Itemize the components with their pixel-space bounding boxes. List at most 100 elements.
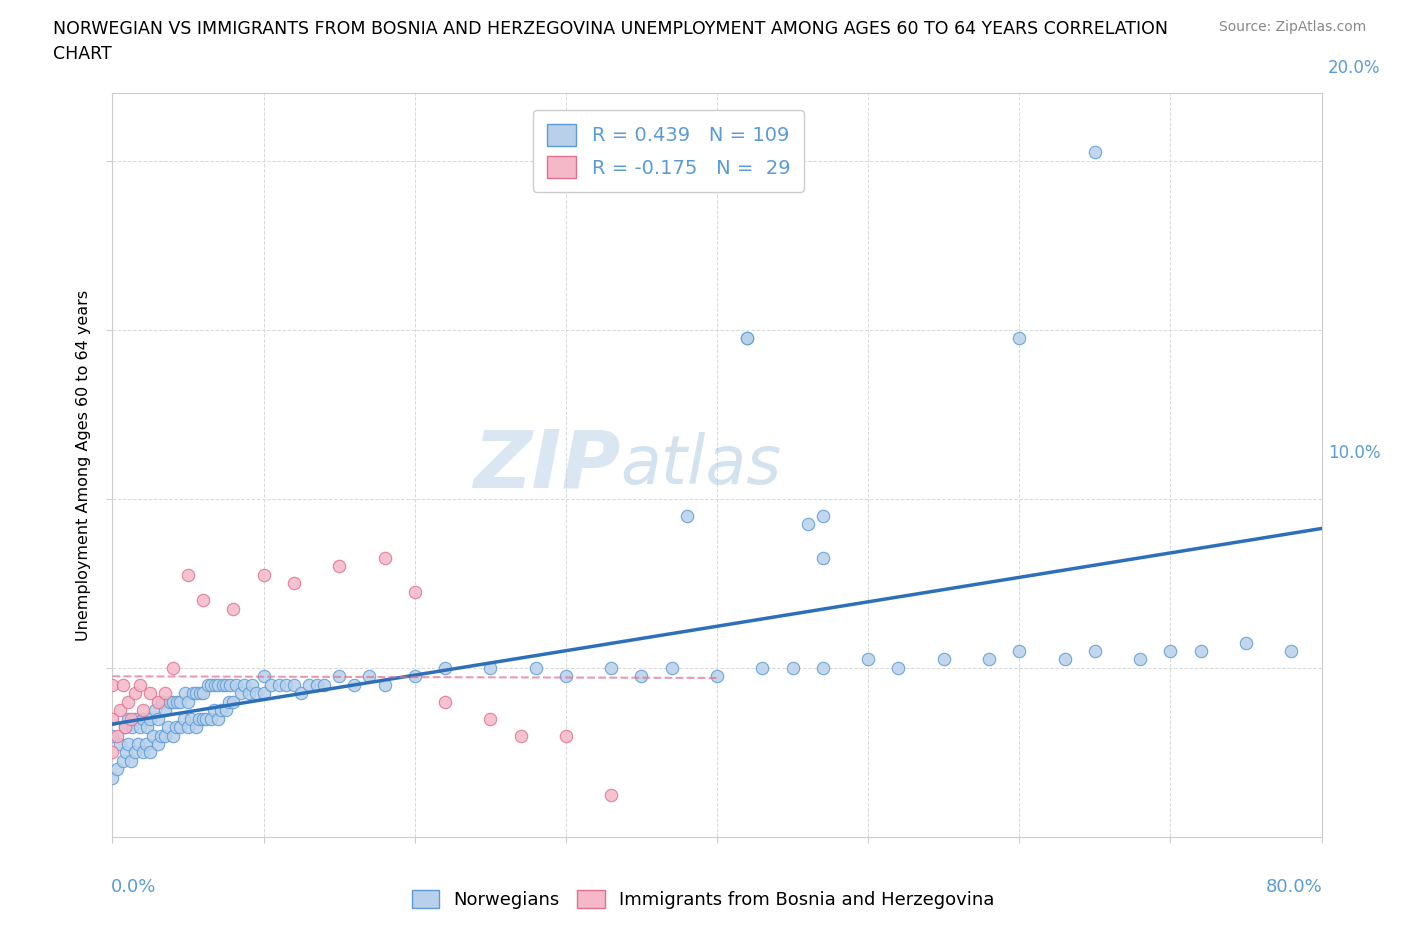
- Point: [146, 711, 169, 726]
- Point: [328, 559, 350, 574]
- Point: [101, 677, 124, 692]
- Point: [165, 720, 187, 735]
- Point: [509, 728, 531, 743]
- Point: [1084, 644, 1107, 658]
- Point: [155, 728, 177, 743]
- Point: [374, 677, 396, 692]
- Point: [675, 509, 697, 524]
- Point: [157, 720, 180, 735]
- Point: [200, 677, 222, 692]
- Point: [1008, 644, 1031, 658]
- Point: [554, 669, 576, 684]
- Point: [209, 703, 232, 718]
- Point: [101, 770, 124, 785]
- Point: [105, 762, 128, 777]
- Point: [139, 711, 162, 726]
- Point: [200, 711, 222, 726]
- Point: [191, 685, 214, 700]
- Point: [260, 677, 283, 692]
- Point: [117, 737, 139, 751]
- Point: [142, 728, 165, 743]
- Point: [661, 660, 683, 675]
- Point: [887, 660, 910, 675]
- Point: [143, 703, 166, 718]
- Text: ZIP: ZIP: [472, 426, 620, 504]
- Point: [1234, 635, 1257, 650]
- Point: [1159, 644, 1181, 658]
- Point: [737, 331, 759, 346]
- Point: [267, 677, 290, 692]
- Point: [105, 728, 128, 743]
- Point: [404, 669, 426, 684]
- Point: [782, 660, 804, 675]
- Point: [112, 753, 135, 768]
- Point: [706, 669, 728, 684]
- Point: [238, 685, 260, 700]
- Point: [120, 753, 142, 768]
- Point: [155, 703, 177, 718]
- Point: [127, 737, 149, 751]
- Point: [150, 695, 173, 710]
- Point: [174, 685, 197, 700]
- Point: [343, 677, 366, 692]
- Point: [149, 728, 172, 743]
- Point: [207, 711, 229, 726]
- Point: [218, 695, 240, 710]
- Point: [177, 720, 200, 735]
- Point: [162, 660, 184, 675]
- Point: [222, 602, 245, 617]
- Point: [124, 711, 146, 726]
- Point: [328, 669, 350, 684]
- Text: atlas: atlas: [620, 432, 782, 498]
- Point: [180, 711, 202, 726]
- Point: [856, 652, 880, 667]
- Point: [253, 669, 276, 684]
- Point: [600, 788, 623, 803]
- Point: [751, 660, 773, 675]
- Y-axis label: Unemployment Among Ages 60 to 64 years: Unemployment Among Ages 60 to 64 years: [76, 289, 91, 641]
- Point: [305, 677, 328, 692]
- Point: [159, 695, 181, 710]
- Legend: R = 0.439   N = 109, R = -0.175   N =  29: R = 0.439 N = 109, R = -0.175 N = 29: [533, 110, 804, 192]
- Point: [219, 677, 242, 692]
- Text: 80.0%: 80.0%: [1265, 878, 1323, 896]
- Point: [233, 677, 256, 692]
- Point: [191, 711, 214, 726]
- Text: 20.0%: 20.0%: [1327, 60, 1381, 77]
- Point: [132, 703, 155, 718]
- Point: [600, 660, 623, 675]
- Point: [166, 695, 188, 710]
- Point: [479, 711, 502, 726]
- Point: [215, 703, 238, 718]
- Point: [1008, 331, 1031, 346]
- Point: [404, 584, 426, 599]
- Point: [195, 711, 218, 726]
- Point: [253, 567, 276, 582]
- Point: [162, 695, 184, 710]
- Point: [112, 677, 135, 692]
- Point: [811, 660, 834, 675]
- Point: [1129, 652, 1152, 667]
- Point: [433, 695, 456, 710]
- Point: [1189, 644, 1212, 658]
- Point: [184, 685, 207, 700]
- Point: [211, 677, 233, 692]
- Point: [359, 669, 381, 684]
- Point: [139, 685, 162, 700]
- Point: [187, 711, 209, 726]
- Point: [124, 745, 146, 760]
- Point: [1053, 652, 1076, 667]
- Point: [114, 720, 136, 735]
- Point: [128, 720, 150, 735]
- Point: [283, 576, 305, 591]
- Point: [177, 695, 200, 710]
- Point: [479, 660, 502, 675]
- Point: [177, 567, 200, 582]
- Point: [169, 720, 191, 735]
- Point: [121, 720, 143, 735]
- Point: [146, 737, 169, 751]
- Point: [245, 685, 267, 700]
- Point: [146, 695, 169, 710]
- Text: Source: ZipAtlas.com: Source: ZipAtlas.com: [1219, 20, 1367, 34]
- Point: [524, 660, 547, 675]
